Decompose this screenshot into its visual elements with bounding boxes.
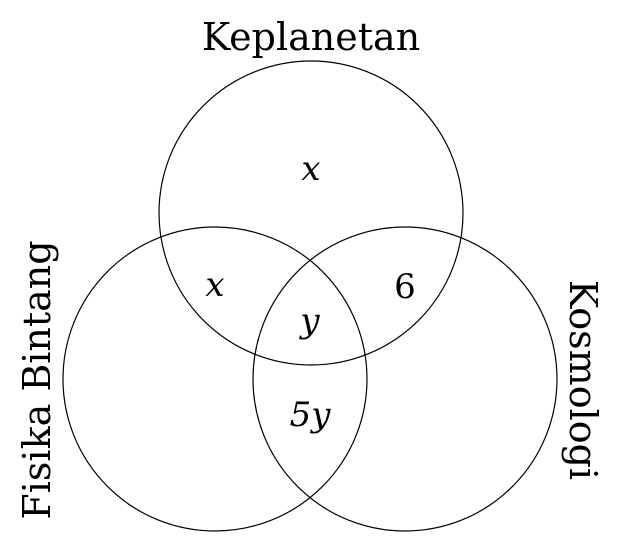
region-label-keplanetan-fisika-bintang: x: [205, 265, 224, 305]
region-label-all-three: y: [298, 301, 320, 341]
region-label-keplanetan-kosmologi: 6: [394, 267, 416, 307]
region-label-fisika-bintang-kosmologi: 5y: [290, 395, 332, 435]
set-circle-keplanetan: [158, 60, 464, 366]
set-circle-fisika-bintang: [62, 226, 368, 532]
set-circle-kosmologi: [252, 226, 558, 532]
region-label-keplanetan-only: x: [301, 149, 320, 189]
set-label-fisika-bintang: Fisika Bintang: [15, 240, 59, 519]
set-label-keplanetan: Keplanetan: [202, 15, 420, 59]
set-label-kosmologi: Kosmologi: [561, 280, 605, 480]
